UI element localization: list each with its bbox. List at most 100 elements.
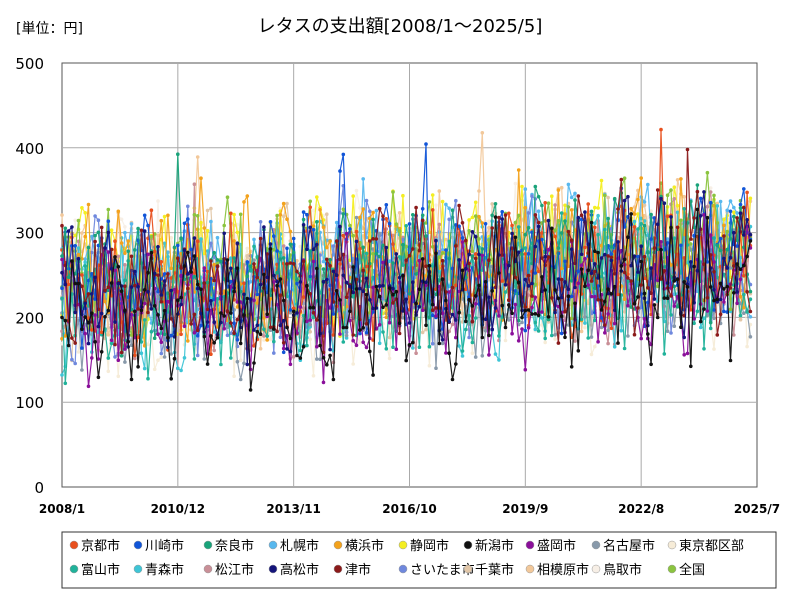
data-point (513, 289, 518, 293)
data-point (245, 260, 250, 264)
data-point (351, 265, 356, 269)
data-point (129, 222, 134, 226)
data-point (129, 285, 134, 289)
data-point (172, 287, 177, 292)
data-point (103, 288, 107, 293)
data-point (583, 274, 587, 279)
data-point (550, 333, 554, 338)
data-point (487, 219, 491, 224)
data-point (377, 206, 382, 211)
data-point (298, 280, 303, 284)
data-point (123, 278, 127, 283)
data-point (113, 239, 117, 243)
data-point (464, 327, 468, 332)
data-point (252, 328, 256, 332)
data-point (258, 236, 263, 241)
data-point (123, 225, 127, 229)
data-point (626, 276, 630, 280)
data-point (391, 231, 395, 235)
data-point (358, 206, 362, 210)
data-point (328, 239, 332, 243)
data-point (288, 362, 293, 367)
data-point (556, 188, 561, 192)
legend-marker (463, 564, 473, 574)
data-point (559, 331, 564, 336)
data-point (559, 211, 564, 215)
data-point (619, 264, 624, 268)
data-point (142, 288, 147, 292)
data-point (593, 269, 597, 274)
data-point (483, 328, 488, 333)
data-point (702, 190, 706, 194)
data-point (232, 256, 236, 260)
data-point (229, 284, 233, 289)
data-point (662, 201, 667, 205)
data-point (586, 268, 590, 273)
data-point (368, 349, 372, 354)
data-point (407, 292, 412, 296)
data-point (642, 203, 647, 207)
data-point (437, 255, 442, 259)
data-point (655, 188, 660, 192)
data-point (735, 262, 739, 266)
legend-label: 相模原市 (537, 562, 589, 578)
data-point (106, 207, 111, 212)
data-point (579, 317, 584, 322)
data-point (659, 196, 663, 201)
data-point (258, 282, 263, 287)
data-point (599, 325, 604, 330)
data-point (702, 307, 706, 311)
data-point (291, 250, 296, 255)
data-point (672, 236, 677, 240)
data-point (262, 334, 266, 338)
data-point (159, 351, 164, 356)
data-point (195, 353, 200, 358)
data-point (516, 280, 521, 285)
data-point (738, 255, 743, 260)
data-point (76, 281, 81, 286)
data-point (301, 295, 306, 299)
data-point (308, 199, 313, 204)
data-point (622, 297, 627, 302)
data-point (646, 286, 650, 290)
data-point (742, 305, 746, 310)
data-point (732, 205, 736, 210)
data-point (712, 288, 716, 292)
data-point (589, 209, 594, 214)
data-point (467, 252, 471, 257)
data-point (500, 253, 505, 257)
data-point (325, 362, 329, 367)
data-point (377, 231, 382, 236)
data-point (116, 209, 121, 214)
data-point (454, 362, 458, 366)
data-point (738, 267, 743, 272)
data-point (589, 294, 594, 299)
data-point (629, 263, 633, 268)
data-point (397, 229, 402, 233)
data-point (166, 299, 170, 304)
data-point (543, 340, 547, 345)
data-point (708, 233, 713, 237)
data-point (133, 269, 137, 274)
data-point (159, 340, 164, 345)
data-point (636, 212, 640, 216)
data-point (712, 260, 716, 264)
data-point (361, 245, 366, 250)
data-point (745, 310, 749, 314)
data-point (202, 281, 207, 285)
data-point (675, 210, 680, 215)
data-point (569, 365, 574, 369)
data-point (503, 213, 508, 217)
data-point (603, 252, 607, 257)
data-point (672, 185, 677, 190)
data-point (434, 314, 438, 318)
data-point (440, 337, 445, 342)
data-point (202, 266, 207, 270)
data-point (146, 310, 150, 315)
data-point (139, 351, 144, 356)
data-point (169, 266, 173, 271)
data-point (473, 214, 478, 218)
data-point (73, 310, 77, 315)
data-point (106, 230, 111, 235)
data-point (129, 254, 134, 259)
